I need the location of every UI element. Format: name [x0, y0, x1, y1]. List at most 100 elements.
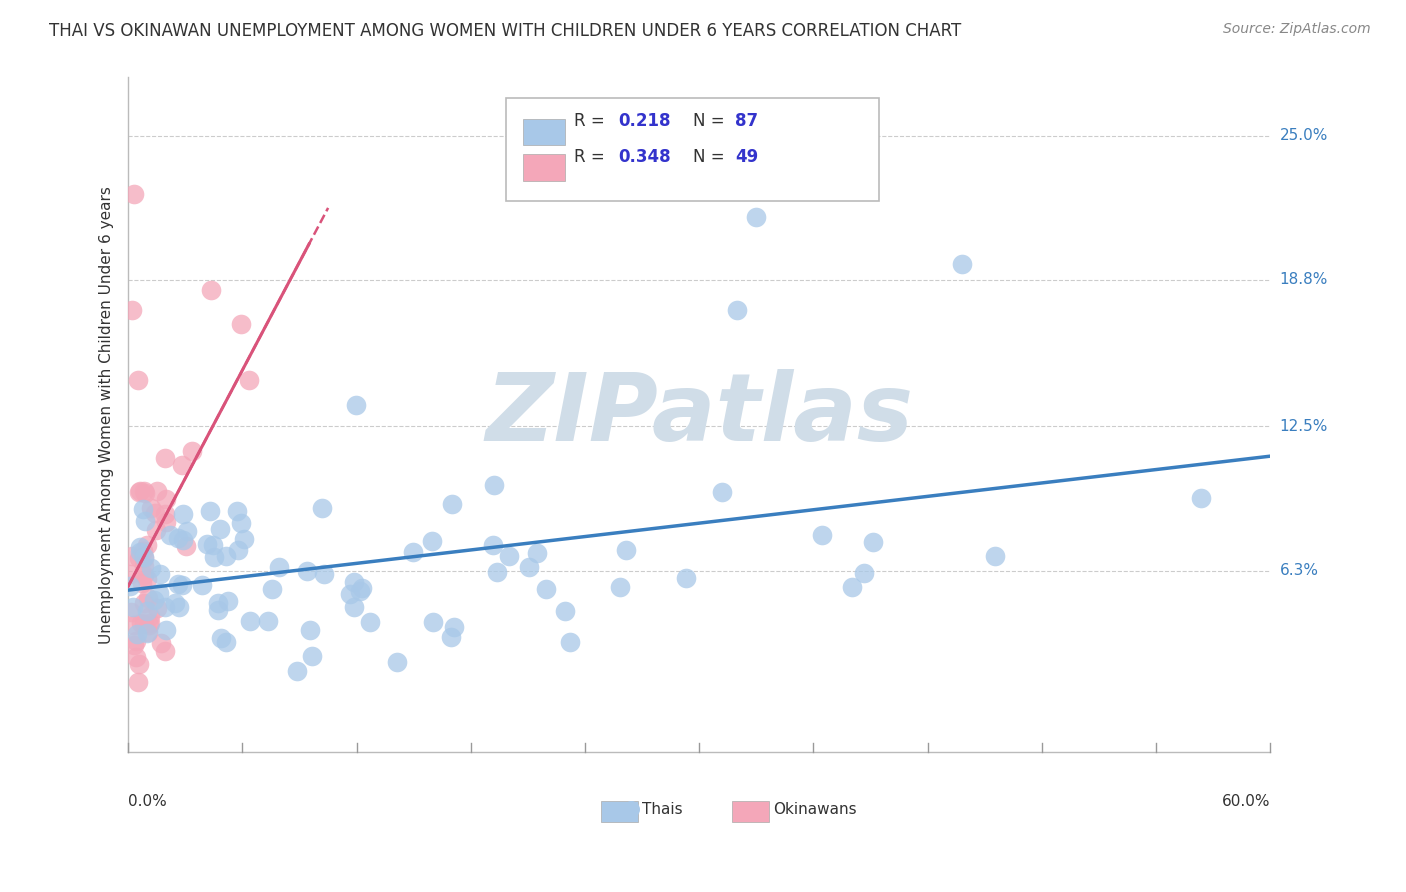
Point	[142, 593, 165, 607]
Y-axis label: Unemployment Among Women with Children Under 6 years: Unemployment Among Women with Children U…	[100, 186, 114, 644]
Point	[122, 186, 145, 201]
Point	[129, 484, 152, 499]
Point	[134, 485, 156, 500]
Point	[233, 533, 256, 547]
Point	[132, 567, 155, 582]
Point	[486, 565, 509, 579]
Point	[145, 523, 167, 537]
Text: 49: 49	[735, 148, 759, 166]
Point	[129, 544, 152, 558]
Point	[131, 576, 153, 591]
Point	[260, 582, 283, 597]
Point	[217, 594, 239, 608]
Point	[167, 531, 190, 545]
Text: R =: R =	[574, 112, 610, 130]
Point	[134, 551, 156, 566]
Point	[122, 599, 145, 614]
Point	[238, 373, 260, 387]
Point	[200, 283, 222, 297]
Point	[155, 515, 177, 529]
Text: 0.348: 0.348	[619, 148, 671, 166]
Point	[122, 638, 145, 652]
Point	[129, 616, 152, 631]
Point	[139, 609, 162, 624]
Point	[132, 502, 155, 516]
Point	[209, 631, 232, 645]
Point	[202, 538, 225, 552]
FancyBboxPatch shape	[733, 801, 769, 822]
Point	[148, 586, 170, 600]
Point	[134, 514, 156, 528]
Point	[172, 507, 194, 521]
Point	[725, 303, 748, 318]
Point	[298, 624, 321, 638]
Point	[287, 664, 309, 678]
Text: Thais: Thais	[643, 802, 683, 817]
Point	[167, 576, 190, 591]
Point	[811, 528, 834, 542]
Point	[145, 483, 167, 498]
Text: N =: N =	[693, 148, 730, 166]
Point	[136, 604, 159, 618]
Point	[121, 303, 143, 318]
Point	[172, 458, 194, 473]
Text: 0.0%: 0.0%	[128, 794, 167, 809]
Text: 18.8%: 18.8%	[1279, 272, 1329, 287]
Point	[339, 587, 361, 601]
Point	[609, 580, 631, 594]
Text: 25.0%: 25.0%	[1279, 128, 1329, 143]
Point	[675, 571, 697, 585]
Point	[136, 625, 159, 640]
Point	[1189, 491, 1212, 505]
Point	[155, 623, 177, 637]
Point	[138, 618, 160, 632]
Text: 60.0%: 60.0%	[1222, 794, 1270, 809]
Point	[159, 528, 181, 542]
Point	[172, 533, 194, 547]
Point	[257, 615, 280, 629]
Point	[125, 649, 148, 664]
Point	[155, 492, 177, 507]
Point	[312, 566, 335, 581]
Point	[841, 580, 863, 594]
FancyBboxPatch shape	[600, 801, 637, 822]
Text: 6.3%: 6.3%	[1279, 563, 1319, 578]
Point	[226, 543, 249, 558]
Text: 87: 87	[735, 112, 758, 130]
Point	[343, 574, 366, 589]
Point	[155, 599, 177, 614]
Point	[440, 630, 463, 644]
Point	[711, 484, 734, 499]
Point	[352, 581, 374, 595]
Point	[239, 615, 262, 629]
Point	[195, 537, 218, 551]
Point	[231, 516, 253, 530]
Point	[132, 544, 155, 558]
Point	[422, 615, 444, 629]
Point	[560, 635, 582, 649]
Point	[172, 578, 194, 592]
Text: 0.218: 0.218	[619, 112, 671, 130]
Point	[127, 674, 149, 689]
Point	[385, 655, 408, 669]
Point	[443, 620, 465, 634]
Text: Source: ZipAtlas.com: Source: ZipAtlas.com	[1223, 22, 1371, 37]
Point	[153, 450, 176, 465]
Point	[614, 542, 637, 557]
Point	[498, 549, 520, 563]
Point	[163, 597, 186, 611]
Point	[209, 523, 232, 537]
Point	[554, 603, 576, 617]
Point	[191, 577, 214, 591]
Point	[128, 657, 150, 672]
Point	[482, 538, 505, 552]
Point	[226, 504, 249, 518]
Point	[176, 524, 198, 538]
Point	[167, 599, 190, 614]
Point	[146, 601, 169, 615]
Point	[484, 478, 506, 492]
Text: THAI VS OKINAWAN UNEMPLOYMENT AMONG WOMEN WITH CHILDREN UNDER 6 YEARS CORRELATIO: THAI VS OKINAWAN UNEMPLOYMENT AMONG WOME…	[49, 22, 962, 40]
Point	[132, 617, 155, 632]
Point	[143, 506, 166, 520]
Point	[141, 561, 163, 575]
